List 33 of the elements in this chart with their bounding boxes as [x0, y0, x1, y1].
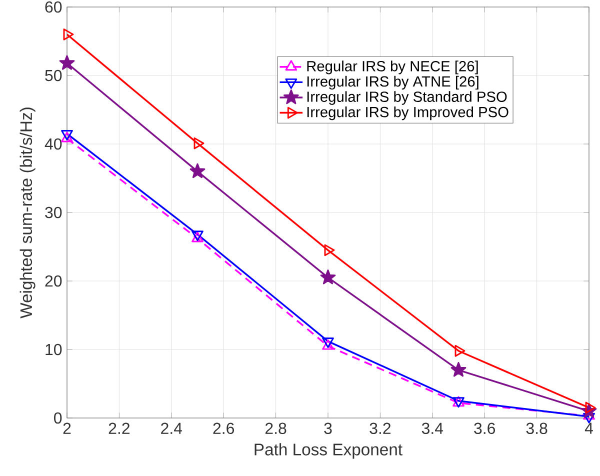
legend-label: Irregular IRS by ATNE [26] — [307, 76, 478, 90]
x-tick-label: 2 — [63, 422, 71, 434]
x-tick-label: 3.4 — [422, 422, 444, 434]
y-tick-label: 20 — [45, 275, 62, 287]
point — [585, 402, 596, 414]
x-tick-label: 3.6 — [474, 422, 496, 434]
x-tick-label: 2.4 — [161, 422, 182, 434]
y-tick-label: 0 — [54, 412, 62, 424]
y-tick-label: 60 — [45, 1, 62, 13]
point — [190, 163, 206, 178]
legend-label: Irregular IRS by Improved PSO — [307, 106, 508, 120]
legend-label: Irregular IRS by Standard PSO — [307, 91, 507, 105]
y-tick-label: 50 — [45, 70, 62, 82]
y-axis-title: Weighted sum-rate (bit/s/Hz) — [20, 108, 36, 318]
x-tick-label: 2.6 — [213, 422, 234, 434]
x-tick-label: 2.2 — [108, 422, 130, 434]
legend-label: Regular IRS by NECE [26] — [307, 60, 478, 74]
x-tick-label: 2.8 — [265, 422, 286, 434]
point — [450, 362, 466, 377]
x-axis-title: Path Loss Exponent — [254, 443, 402, 459]
x-tick-label: 4 — [584, 422, 593, 434]
point — [324, 244, 335, 256]
x-tick-label: 3.8 — [526, 422, 548, 434]
point — [320, 270, 336, 284]
point — [194, 137, 204, 150]
point — [59, 55, 75, 70]
x-tick-label: 3.2 — [370, 422, 391, 434]
y-tick-label: 40 — [44, 138, 62, 150]
point — [63, 28, 74, 40]
y-tick-label: 10 — [46, 344, 62, 356]
y-tick-label: 30 — [45, 206, 62, 218]
point — [454, 344, 466, 357]
x-tick-label: 3 — [324, 422, 332, 434]
